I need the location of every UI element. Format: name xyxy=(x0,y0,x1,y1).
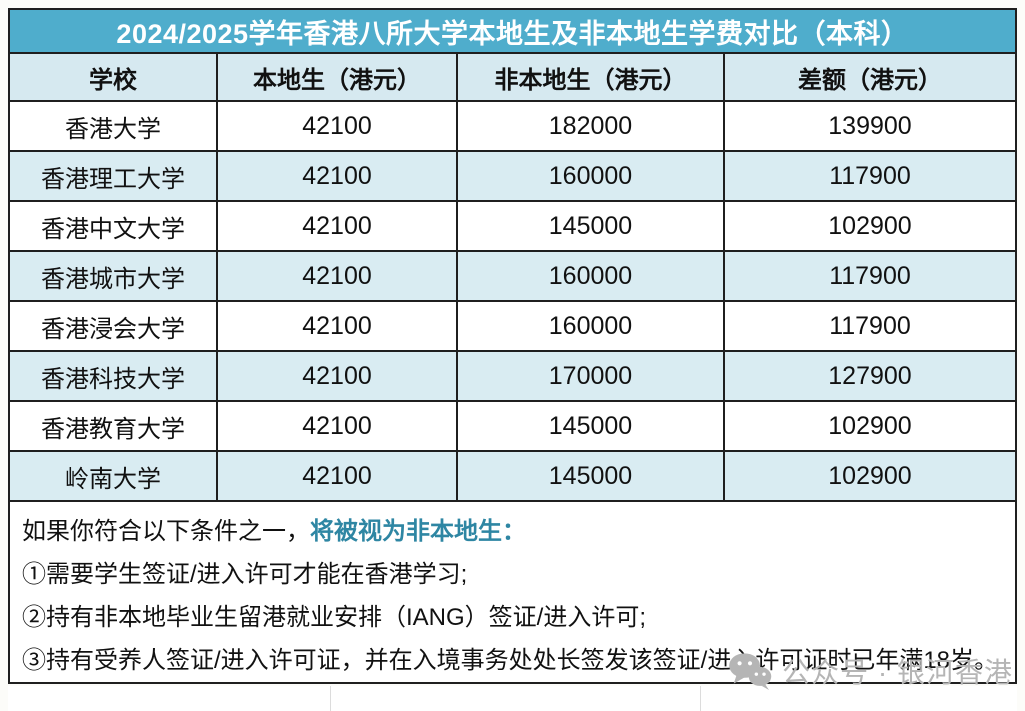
local-fee: 42100 xyxy=(216,252,456,300)
school-name: 香港教育大学 xyxy=(41,415,185,443)
table-row: 香港城市大学 42100 160000 117900 xyxy=(10,250,1015,300)
local-fee: 42100 xyxy=(216,202,456,250)
footer-intro-highlight: 将被视为非本地生： xyxy=(310,518,526,545)
column-header-local: 本地生（港元） xyxy=(216,54,456,100)
fee-difference: 102900 xyxy=(723,452,1015,500)
fee-difference: 127900 xyxy=(723,352,1015,400)
watermark-label: 公众号 · 银河香港 xyxy=(782,657,1013,688)
fee-difference: 117900 xyxy=(723,302,1015,350)
school-name: 香港浸会大学 xyxy=(41,315,185,343)
local-fee: 42100 xyxy=(216,102,456,150)
local-fee: 42100 xyxy=(216,152,456,200)
school-name: 香港理工大学 xyxy=(41,165,185,193)
title-bar: 2024/2025学年香港八所大学本地生及非本地生学费对比（本科） xyxy=(10,10,1015,52)
school-name: 香港城市大学 xyxy=(41,265,185,293)
divider xyxy=(330,686,331,711)
non-local-fee: 160000 xyxy=(456,252,723,300)
footer-intro-text: 如果你符合以下条件之一， xyxy=(22,518,310,545)
non-local-fee: 170000 xyxy=(456,352,723,400)
non-local-fee: 145000 xyxy=(456,202,723,250)
school-name: 香港中文大学 xyxy=(41,215,185,243)
table-row: 香港浸会大学 42100 160000 117900 xyxy=(10,300,1015,350)
local-fee: 42100 xyxy=(216,402,456,450)
non-local-fee: 145000 xyxy=(456,452,723,500)
table-row: 香港科技大学 42100 170000 127900 xyxy=(10,350,1015,400)
non-local-fee: 182000 xyxy=(456,102,723,150)
fee-difference: 102900 xyxy=(723,202,1015,250)
fee-difference: 102900 xyxy=(723,402,1015,450)
table-header-row: 学校 本地生（港元） 非本地生（港元） 差额（港元） xyxy=(10,52,1015,100)
page-title: 2024/2025学年香港八所大学本地生及非本地生学费对比（本科） xyxy=(116,18,909,49)
divider xyxy=(700,686,701,711)
wechat-watermark: 公众号 · 银河香港 xyxy=(728,651,1013,691)
footer-condition-2: ②持有非本地毕业生留港就业安排（IANG）签证/进入许可; xyxy=(22,604,647,631)
footer-intro-line: 如果你符合以下条件之一，将被视为非本地生： xyxy=(22,510,1003,553)
table-row: 香港理工大学 42100 160000 117900 xyxy=(10,150,1015,200)
school-name: 香港大学 xyxy=(65,115,161,143)
local-fee: 42100 xyxy=(216,452,456,500)
tuition-comparison-table: 2024/2025学年香港八所大学本地生及非本地生学费对比（本科） 学校 本地生… xyxy=(8,8,1017,684)
non-local-fee: 145000 xyxy=(456,402,723,450)
cropped-next-table-row xyxy=(8,686,1017,711)
local-fee: 42100 xyxy=(216,302,456,350)
column-header-difference: 差额（港元） xyxy=(723,54,1015,100)
column-header-school: 学校 xyxy=(89,66,137,94)
table-row: 香港教育大学 42100 145000 102900 xyxy=(10,400,1015,450)
footer-condition-3: ③持有受养人签证/进入许可证，并在入境事务处处长签发该签证/进入许可证时已年满1… xyxy=(22,647,999,674)
table-row: 岭南大学 42100 145000 102900 xyxy=(10,450,1015,500)
school-name: 香港科技大学 xyxy=(41,365,185,393)
school-name: 岭南大学 xyxy=(65,465,161,493)
fee-difference: 139900 xyxy=(723,102,1015,150)
non-local-fee: 160000 xyxy=(456,152,723,200)
non-local-fee: 160000 xyxy=(456,302,723,350)
fee-difference: 117900 xyxy=(723,252,1015,300)
table-row: 香港大学 42100 182000 139900 xyxy=(10,100,1015,150)
footer-condition-1: ①需要学生签证/进入许可才能在香港学习; xyxy=(22,561,468,588)
footer-notes: 如果你符合以下条件之一，将被视为非本地生： ①需要学生签证/进入许可才能在香港学… xyxy=(10,500,1015,682)
wechat-icon xyxy=(728,652,772,690)
table-row: 香港中文大学 42100 145000 102900 xyxy=(10,200,1015,250)
column-header-non-local: 非本地生（港元） xyxy=(456,54,723,100)
local-fee: 42100 xyxy=(216,352,456,400)
fee-difference: 117900 xyxy=(723,152,1015,200)
